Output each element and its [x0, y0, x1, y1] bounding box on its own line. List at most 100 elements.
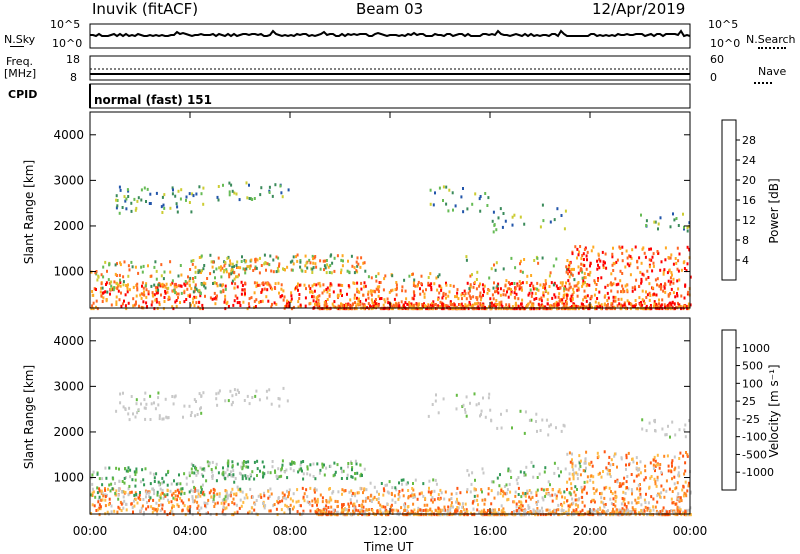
heatmap-cell — [177, 274, 180, 278]
heatmap-cell — [371, 509, 374, 512]
heatmap-cell — [132, 304, 135, 308]
heatmap-cell — [570, 482, 573, 486]
heatmap-cell — [274, 469, 276, 473]
heatmap-cell — [324, 300, 327, 303]
heatmap-cell — [330, 505, 333, 509]
heatmap-cell — [421, 307, 423, 311]
heatmap-cell — [686, 513, 689, 517]
heatmap-cell — [476, 494, 479, 498]
heatmap-cell — [672, 510, 675, 514]
heatmap-cell — [254, 260, 257, 264]
heatmap-cell — [687, 302, 690, 306]
heatmap-cell — [590, 474, 593, 478]
heatmap-cell — [384, 300, 387, 304]
heatmap-cell — [353, 282, 356, 285]
heatmap-cell — [615, 513, 618, 517]
y-tick-label: 1000 — [53, 471, 84, 485]
heatmap-cell — [427, 283, 430, 287]
heatmap-cell — [676, 505, 679, 509]
heatmap-cell — [466, 488, 469, 492]
heatmap-cell — [536, 507, 539, 510]
heatmap-cell — [682, 212, 684, 216]
heatmap-cell — [235, 492, 238, 496]
heatmap-cell — [125, 508, 128, 512]
heatmap-cell — [465, 255, 468, 259]
heatmap-cell — [268, 263, 271, 267]
heatmap-cell — [132, 285, 135, 289]
heatmap-cell — [355, 260, 358, 264]
heatmap-cell — [233, 502, 236, 506]
heatmap-cell — [637, 473, 640, 477]
heatmap-cell — [246, 475, 249, 478]
heatmap-cell — [487, 196, 490, 200]
heatmap-cell — [656, 494, 659, 498]
heatmap-cell — [161, 491, 164, 495]
heatmap-cell — [239, 266, 242, 270]
heatmap-cell — [253, 197, 256, 200]
heatmap-cell — [549, 271, 552, 275]
heatmap-cell — [524, 473, 527, 477]
heatmap-cell — [218, 492, 221, 496]
heatmap-cell — [325, 504, 328, 508]
heatmap-cell — [287, 507, 290, 511]
heatmap-cell — [577, 307, 580, 311]
heatmap-cell — [514, 266, 517, 270]
heatmap-cell — [657, 251, 660, 255]
heatmap-cell — [337, 490, 340, 494]
heatmap-cell — [102, 494, 105, 498]
heatmap-cell — [333, 269, 336, 273]
heatmap-cell — [659, 287, 662, 291]
heatmap-cell — [567, 265, 570, 269]
heatmap-cell — [312, 299, 315, 303]
heatmap-cell — [427, 490, 430, 494]
heatmap-cell — [617, 282, 620, 286]
heatmap-cell — [326, 298, 329, 301]
heatmap-cell — [529, 300, 532, 304]
heatmap-cell — [237, 273, 240, 277]
heatmap-cell — [173, 395, 176, 399]
heatmap-cell — [176, 205, 179, 209]
heatmap-cell — [120, 304, 123, 308]
heatmap-cell — [161, 503, 164, 507]
heatmap-cell — [498, 301, 501, 305]
heatmap-cell — [141, 468, 144, 472]
heatmap-cell — [114, 272, 117, 276]
heatmap-cell — [215, 397, 218, 401]
heatmap-cell — [571, 511, 573, 515]
heatmap-cell — [229, 262, 232, 266]
heatmap-cell — [611, 283, 614, 287]
beam-title: Beam 03 — [356, 0, 424, 18]
heatmap-cell — [545, 307, 548, 311]
heatmap-cell — [590, 305, 593, 309]
heatmap-cell — [362, 505, 365, 509]
heatmap-cell — [502, 490, 505, 494]
heatmap-cell — [600, 492, 603, 496]
heatmap-cell — [454, 204, 457, 208]
heatmap-cell — [671, 301, 674, 304]
heatmap-cell — [100, 498, 103, 502]
heatmap-cell — [523, 431, 526, 435]
heatmap-cell — [100, 489, 103, 493]
heatmap-cell — [609, 463, 612, 467]
heatmap-cell — [635, 466, 638, 470]
heatmap-cell — [442, 508, 445, 512]
heatmap-cell — [603, 450, 606, 454]
heatmap-cell — [550, 281, 553, 285]
heatmap-cell — [253, 477, 256, 481]
heatmap-cell — [188, 471, 191, 475]
heatmap-cell — [287, 300, 290, 304]
heatmap-cell — [105, 281, 108, 285]
heatmap-cell — [222, 470, 225, 474]
heatmap-cell — [384, 505, 387, 509]
heatmap-cell — [193, 471, 196, 475]
heatmap-cell — [201, 307, 204, 311]
heatmap-cell — [580, 305, 583, 309]
heatmap-cell — [645, 429, 648, 433]
heatmap-cell — [528, 506, 531, 510]
heatmap-cell — [91, 491, 94, 495]
heatmap-cell — [176, 503, 179, 507]
heatmap-cell — [90, 270, 93, 274]
heatmap-cell — [503, 485, 506, 488]
heatmap-cell — [581, 254, 584, 257]
heatmap-cell — [109, 489, 112, 493]
